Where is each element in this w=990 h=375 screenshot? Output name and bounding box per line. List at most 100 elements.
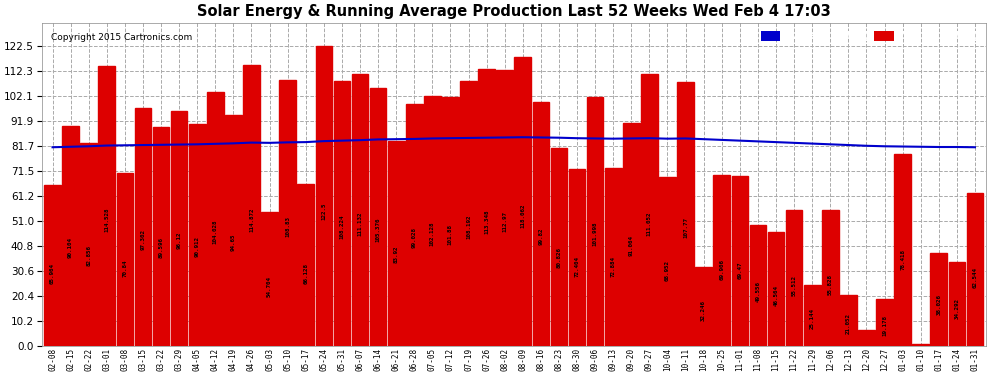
Bar: [98, 66, 115, 346]
Text: 118.062: 118.062: [521, 204, 526, 228]
Text: 99.82: 99.82: [539, 228, 544, 245]
Text: 54.704: 54.704: [267, 276, 272, 297]
Text: 62.544: 62.544: [972, 267, 977, 288]
Bar: [189, 124, 206, 346]
Bar: [496, 70, 513, 346]
Text: 89.596: 89.596: [158, 237, 163, 258]
Bar: [406, 104, 423, 346]
Text: 34.292: 34.292: [954, 298, 959, 319]
Bar: [460, 81, 477, 346]
Bar: [117, 173, 134, 346]
Bar: [841, 295, 856, 346]
Bar: [279, 80, 296, 347]
Bar: [931, 253, 947, 346]
Text: 83.92: 83.92: [394, 245, 399, 262]
Bar: [424, 96, 441, 346]
Text: 108.192: 108.192: [466, 215, 471, 239]
Text: 55.512: 55.512: [792, 274, 797, 296]
Text: 55.828: 55.828: [828, 274, 833, 295]
Bar: [695, 267, 712, 346]
Bar: [913, 344, 929, 346]
Text: 114.872: 114.872: [249, 207, 254, 232]
Bar: [45, 185, 60, 346]
Text: 65.964: 65.964: [50, 263, 55, 284]
Bar: [225, 115, 242, 346]
Text: 107.77: 107.77: [683, 217, 688, 238]
Text: 69.47: 69.47: [738, 261, 742, 279]
Text: 19.178: 19.178: [882, 315, 887, 336]
Bar: [62, 126, 79, 346]
Text: 91.064: 91.064: [629, 236, 634, 256]
Bar: [822, 210, 839, 346]
Text: 70.84: 70.84: [123, 260, 128, 277]
Bar: [804, 285, 821, 346]
Text: 25.144: 25.144: [810, 308, 815, 329]
Bar: [568, 169, 585, 346]
Bar: [351, 74, 368, 346]
Text: 105.376: 105.376: [375, 218, 380, 243]
Bar: [370, 88, 386, 346]
Text: 99.028: 99.028: [412, 227, 417, 248]
Legend: Average  (kWh), Weekly  (kWh): Average (kWh), Weekly (kWh): [758, 28, 981, 44]
Text: 68.952: 68.952: [665, 260, 670, 281]
Bar: [786, 210, 803, 346]
Bar: [732, 176, 748, 346]
Text: 101.998: 101.998: [593, 222, 598, 246]
Bar: [749, 225, 766, 346]
Bar: [642, 74, 657, 346]
Text: 90.912: 90.912: [195, 236, 200, 256]
Bar: [207, 92, 224, 346]
Bar: [297, 184, 314, 346]
Bar: [876, 299, 893, 346]
Text: 32.246: 32.246: [701, 300, 706, 321]
Bar: [443, 97, 458, 346]
Bar: [478, 69, 495, 347]
Bar: [171, 111, 187, 347]
Text: 72.884: 72.884: [611, 255, 616, 276]
Text: 96.12: 96.12: [176, 232, 181, 249]
Text: 108.224: 108.224: [340, 215, 345, 239]
Text: 49.556: 49.556: [755, 281, 760, 302]
Bar: [767, 232, 784, 346]
Bar: [515, 57, 531, 346]
Bar: [244, 65, 259, 347]
Text: 97.302: 97.302: [141, 229, 146, 250]
Text: 46.564: 46.564: [773, 285, 778, 306]
Bar: [948, 262, 965, 346]
Text: 66.128: 66.128: [303, 263, 308, 284]
Bar: [714, 175, 730, 346]
Text: 69.906: 69.906: [720, 259, 725, 280]
Bar: [659, 177, 676, 346]
Text: 111.132: 111.132: [357, 211, 362, 236]
Bar: [966, 193, 983, 346]
Text: 114.528: 114.528: [104, 208, 109, 232]
Text: 108.83: 108.83: [285, 216, 290, 237]
Text: 113.348: 113.348: [484, 209, 489, 234]
Bar: [623, 123, 640, 346]
Bar: [677, 82, 694, 346]
Bar: [550, 148, 567, 346]
Bar: [533, 102, 549, 346]
Text: 21.052: 21.052: [845, 313, 850, 334]
Text: 90.104: 90.104: [68, 237, 73, 258]
Text: 122.5: 122.5: [322, 202, 327, 220]
Bar: [80, 144, 97, 346]
Bar: [135, 108, 151, 347]
Bar: [858, 330, 875, 346]
Bar: [261, 212, 278, 346]
Bar: [388, 141, 405, 346]
Text: 101.88: 101.88: [447, 224, 453, 245]
Text: 82.856: 82.856: [86, 244, 91, 266]
Text: 102.128: 102.128: [430, 222, 435, 246]
Text: 80.826: 80.826: [556, 247, 561, 268]
Text: 104.028: 104.028: [213, 219, 218, 244]
Text: 38.026: 38.026: [937, 294, 941, 315]
Bar: [334, 81, 350, 346]
Text: 94.65: 94.65: [231, 233, 236, 251]
Text: Copyright 2015 Cartronics.com: Copyright 2015 Cartronics.com: [51, 33, 192, 42]
Bar: [894, 154, 911, 347]
Text: 111.052: 111.052: [646, 212, 651, 236]
Text: 78.418: 78.418: [900, 249, 905, 270]
Bar: [587, 97, 604, 346]
Bar: [605, 168, 622, 346]
